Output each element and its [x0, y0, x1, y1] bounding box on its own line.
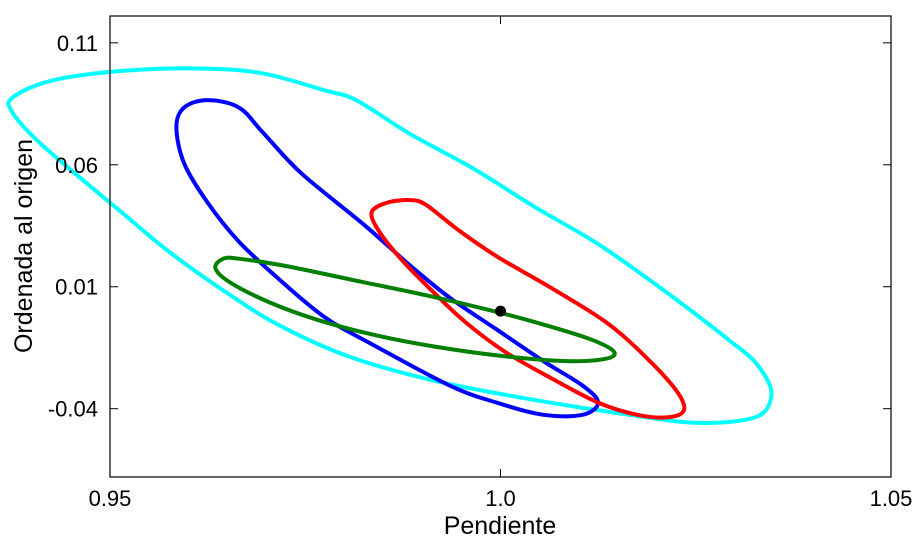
series-layer	[6, 66, 774, 425]
x-tick-label: 1.05	[870, 486, 913, 511]
x-ticks-layer: 0.95 1.0 1.05	[89, 16, 913, 511]
y-axis-title: Ordenada al origen	[10, 139, 38, 353]
y-ticks-layer: -0.04 0.01 0.06 0.11	[48, 31, 891, 422]
estimate-point	[495, 305, 506, 317]
y-tick-label: 0.01	[55, 275, 98, 300]
ellipse-series-1	[6, 66, 774, 425]
y-tick-label: 0.11	[57, 31, 98, 56]
x-axis-title: Pendiente	[444, 512, 557, 540]
x-tick-label: 1.0	[485, 486, 516, 511]
marker-layer	[495, 305, 506, 317]
y-tick-label: -0.04	[48, 397, 98, 422]
ellipse-series-3	[369, 198, 687, 420]
ellipse-series-2	[174, 98, 601, 419]
x-tick-label: 0.95	[89, 486, 132, 511]
ellipse-series-4	[213, 255, 617, 364]
plot-background	[110, 16, 891, 477]
y-tick-label: 0.06	[55, 153, 98, 178]
